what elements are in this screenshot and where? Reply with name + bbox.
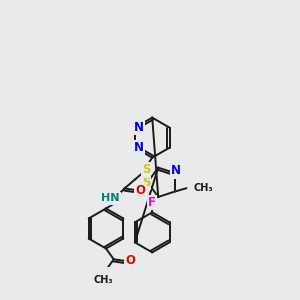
Text: S: S [142,164,150,176]
Text: CH₃: CH₃ [193,183,213,193]
Text: F: F [148,196,156,209]
Text: O: O [136,184,146,196]
Text: O: O [125,254,135,267]
Text: N: N [134,141,144,154]
Text: N: N [171,164,181,177]
Text: HN: HN [101,194,120,203]
Text: S: S [142,176,150,189]
Text: CH₃: CH₃ [93,275,113,285]
Text: N: N [134,121,144,134]
